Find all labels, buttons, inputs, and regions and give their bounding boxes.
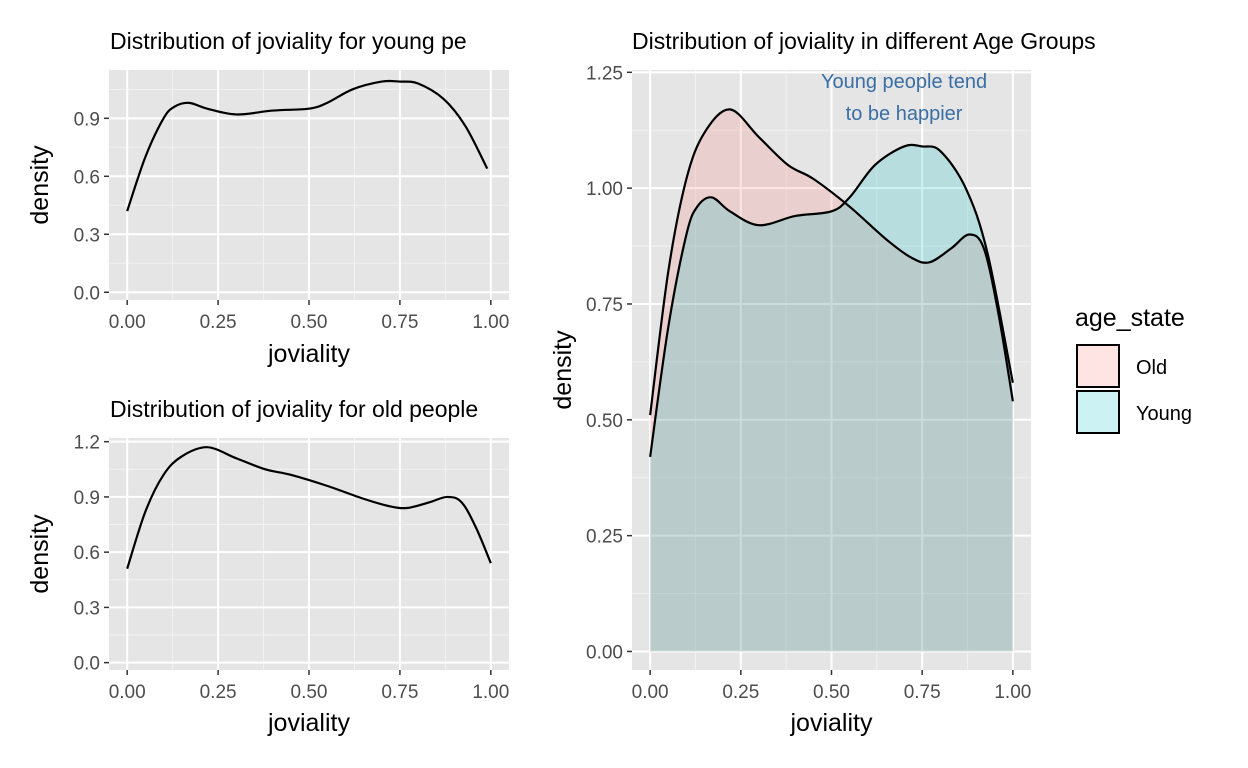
old-x-tick-label: 0.75 xyxy=(381,682,418,703)
old-x-tick-label: 0.00 xyxy=(109,682,146,703)
young-x-axis-title: joviality xyxy=(267,340,350,368)
combined-density-panel: Distribution of joviality in different A… xyxy=(549,28,1096,737)
old-series-0-density-line xyxy=(126,446,492,570)
combined-y-axis-title: density xyxy=(549,330,577,410)
combined-x-tick-label: 0.50 xyxy=(813,682,850,703)
legend: age_state Old Young xyxy=(1075,304,1192,434)
young-y-tick-label: 0.3 xyxy=(74,225,100,246)
title-clip-mask xyxy=(524,20,624,430)
young-x-tick-label: 0.25 xyxy=(200,312,237,333)
young-y-tick-label: 0.0 xyxy=(74,283,100,304)
legend-key-old xyxy=(1076,344,1120,388)
legend-key-bg-old xyxy=(1077,345,1119,387)
young-x-tick-label: 0.00 xyxy=(109,312,146,333)
combined-x-tick-label: 0.00 xyxy=(632,682,669,703)
combined-old-density-area xyxy=(650,109,1013,652)
combined-annotation-line-1: Young people tend xyxy=(821,71,987,93)
old-y-tick-label: 0.3 xyxy=(74,598,100,619)
combined-y-tick-label: 1.00 xyxy=(586,179,623,200)
combined-y-tick-label: 0.75 xyxy=(586,295,623,316)
legend-key-young xyxy=(1076,390,1120,434)
old-x-axis-title: joviality xyxy=(267,709,350,737)
combined-y-tick-label: 0.50 xyxy=(586,411,623,432)
young-series-0-density-line xyxy=(126,79,489,212)
old-y-tick-label: 0.6 xyxy=(74,543,100,564)
combined-y-tick-label: 1.25 xyxy=(586,63,623,84)
old-x-tick-label: 0.50 xyxy=(291,682,328,703)
young-x-tick-label: 0.75 xyxy=(381,312,418,333)
combined-y-tick-label: 0.00 xyxy=(586,642,623,663)
old-density-panel: Distribution of joviality for old people… xyxy=(26,396,509,737)
legend-key-bg-young xyxy=(1077,391,1119,433)
old-y-tick-label: 1.2 xyxy=(74,433,100,454)
young-x-tick-label: 0.50 xyxy=(291,312,328,333)
old-x-tick-label: 1.00 xyxy=(472,682,509,703)
old-x-tick-label: 0.25 xyxy=(200,682,237,703)
combined-y-tick-label: 0.25 xyxy=(586,527,623,548)
combined-x-tick-label: 1.00 xyxy=(994,682,1031,703)
combined-annotation-line-2: to be happier xyxy=(846,103,963,125)
combined-x-tick-label: 0.75 xyxy=(904,682,941,703)
combined-x-tick-label: 0.25 xyxy=(722,682,759,703)
young-y-tick-label: 0.9 xyxy=(74,109,100,130)
young-density-panel: Distribution of joviality for young pe 0… xyxy=(26,28,509,368)
old-panel-title: Distribution of joviality for old people xyxy=(110,396,478,422)
legend-label-young: Young xyxy=(1136,403,1192,425)
combined-x-axis-title: joviality xyxy=(790,709,873,737)
combined-young-density-area xyxy=(650,144,1013,652)
young-x-tick-label: 1.00 xyxy=(472,312,509,333)
old-y-tick-label: 0.9 xyxy=(74,488,100,509)
old-y-axis-title: density xyxy=(26,514,54,594)
combined-panel-title: Distribution of joviality in different A… xyxy=(632,28,1096,54)
legend-title: age_state xyxy=(1075,304,1185,332)
combined-young-density-line xyxy=(649,143,1014,458)
legend-label-old: Old xyxy=(1136,357,1167,379)
young-panel-title: Distribution of joviality for young pe xyxy=(110,28,467,54)
young-y-tick-label: 0.6 xyxy=(74,167,100,188)
young-y-axis-title: density xyxy=(26,145,54,225)
old-y-tick-label: 0.0 xyxy=(74,654,100,675)
